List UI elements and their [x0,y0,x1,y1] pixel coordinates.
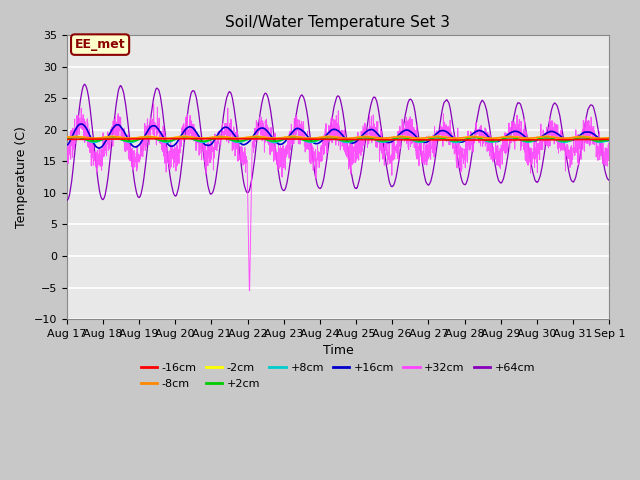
Text: EE_met: EE_met [75,38,125,51]
X-axis label: Time: Time [323,344,353,357]
Title: Soil/Water Temperature Set 3: Soil/Water Temperature Set 3 [225,15,451,30]
Y-axis label: Temperature (C): Temperature (C) [15,126,28,228]
Legend: -16cm, -8cm, -2cm, +2cm, +8cm, +16cm, +32cm, +64cm: -16cm, -8cm, -2cm, +2cm, +8cm, +16cm, +3… [136,359,540,393]
